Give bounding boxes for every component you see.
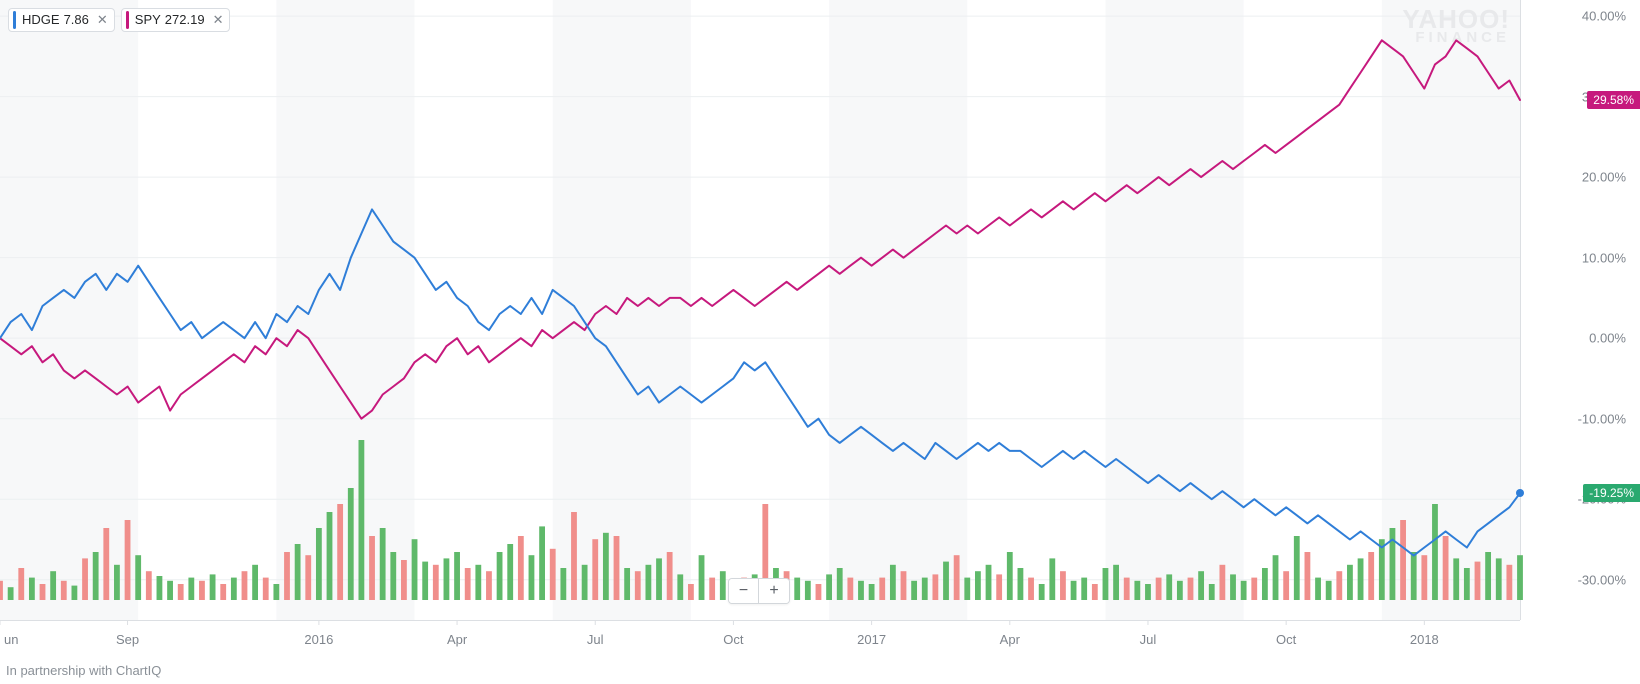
x-tick-label: Oct bbox=[1276, 632, 1296, 647]
x-tick-label: 2018 bbox=[1410, 632, 1439, 647]
y-tick-label: -10.00% bbox=[1578, 411, 1626, 426]
legend: HDGE 7.86 ✕ SPY 272.19 ✕ bbox=[8, 8, 230, 32]
end-value-badge-hdge: -19.25% bbox=[1583, 484, 1640, 502]
x-tick-label: Apr bbox=[447, 632, 467, 647]
x-tick-label: 2016 bbox=[304, 632, 333, 647]
chart-plot-svg[interactable] bbox=[0, 0, 1640, 684]
legend-chip-hdge[interactable]: HDGE 7.86 ✕ bbox=[8, 8, 115, 32]
yahoo-finance-watermark: YAHOO! FINANCE bbox=[1402, 8, 1510, 45]
x-tick-label: Apr bbox=[1000, 632, 1020, 647]
legend-color-spy bbox=[126, 11, 129, 29]
x-tick-label: un bbox=[4, 632, 18, 647]
stock-comparison-chart: YAHOO! FINANCE HDGE 7.86 ✕ SPY 272.19 ✕ … bbox=[0, 0, 1640, 684]
x-tick-label: Oct bbox=[723, 632, 743, 647]
x-tick-label: Jul bbox=[1140, 632, 1157, 647]
zoom-out-button[interactable]: − bbox=[729, 579, 759, 603]
y-tick-label: 10.00% bbox=[1582, 250, 1626, 265]
close-icon[interactable]: ✕ bbox=[95, 11, 110, 29]
legend-symbol-spy: SPY bbox=[135, 11, 161, 29]
legend-value-spy: 272.19 bbox=[165, 11, 205, 29]
y-tick-label: 0.00% bbox=[1589, 331, 1626, 346]
legend-symbol-hdge: HDGE bbox=[22, 11, 60, 29]
x-tick-label: 2017 bbox=[857, 632, 886, 647]
y-tick-label: 20.00% bbox=[1582, 170, 1626, 185]
legend-color-hdge bbox=[13, 11, 16, 29]
x-tick-label: Jul bbox=[587, 632, 604, 647]
end-dot-hdge bbox=[1516, 489, 1524, 497]
legend-chip-spy[interactable]: SPY 272.19 ✕ bbox=[121, 8, 231, 32]
y-tick-label: 40.00% bbox=[1582, 9, 1626, 24]
legend-value-hdge: 7.86 bbox=[64, 11, 89, 29]
close-icon[interactable]: ✕ bbox=[211, 11, 226, 29]
end-value-badge-spy: 29.58% bbox=[1587, 91, 1640, 109]
y-tick-label: -30.00% bbox=[1578, 572, 1626, 587]
chart-attribution: In partnership with ChartIQ bbox=[6, 663, 161, 678]
zoom-control: − + bbox=[728, 578, 790, 604]
x-tick-label: Sep bbox=[116, 632, 139, 647]
zoom-in-button[interactable]: + bbox=[759, 579, 789, 603]
